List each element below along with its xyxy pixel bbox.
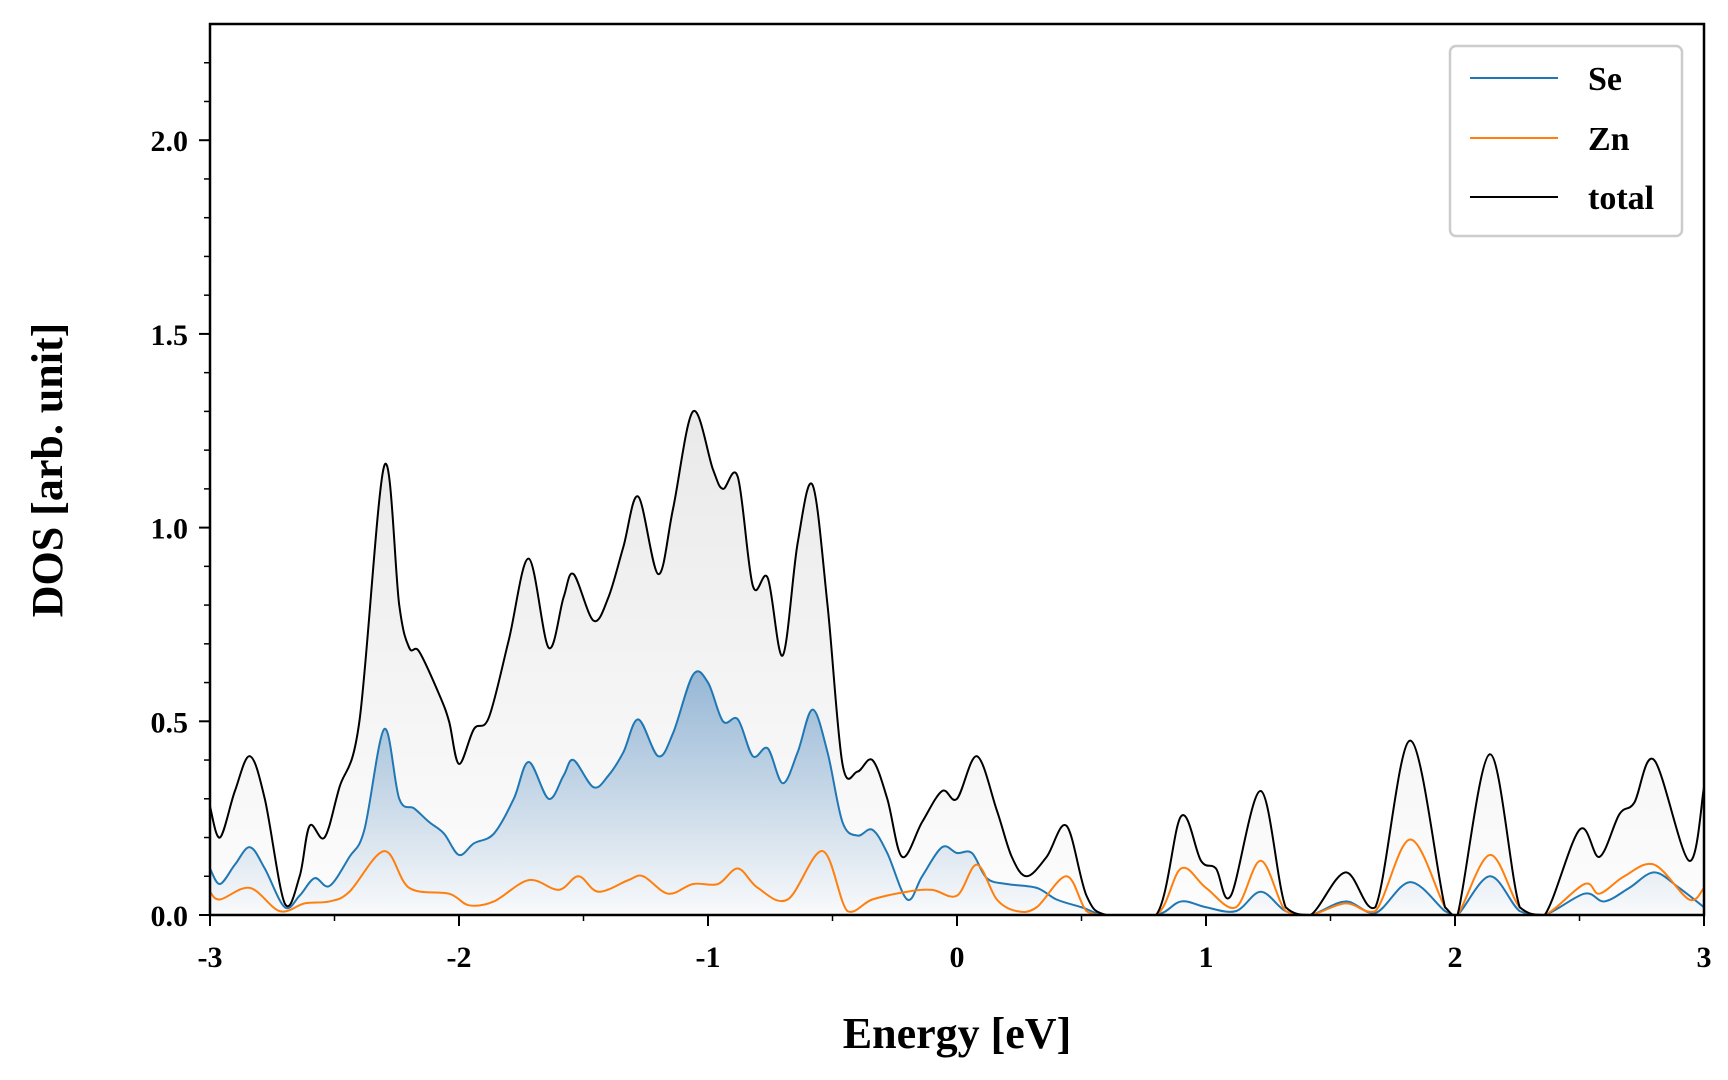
legend: Se Zn total [1448,44,1684,238]
series-line-se [210,670,1704,915]
x-tick-label: 1 [1199,941,1214,974]
x-axis-ticks: -3 -2 -1 0 1 2 3 [198,915,1712,974]
y-tick-label: 1.0 [151,513,189,546]
y-tick-label: 0.5 [151,706,189,739]
se-area-fill [210,671,1704,915]
y-axis-ticks: 0.0 0.5 1.0 1.5 2.0 [151,61,210,933]
legend-box [1448,44,1684,238]
x-tick-label: -1 [696,941,721,974]
x-axis-label: Energy [eV] [843,1009,1072,1058]
y-tick-label: 2.0 [151,125,189,158]
y-tick-label: 0.0 [151,900,189,933]
y-axis-label: DOS [arb. unit] [23,323,72,618]
x-tick-label: 3 [1697,941,1712,974]
plot-area [210,410,1704,915]
legend-label-se: Se [1588,61,1622,98]
x-tick-label: -2 [447,941,472,974]
x-tick-label: -3 [198,941,223,974]
x-tick-label: 0 [950,941,965,974]
series-line-total [210,410,1704,915]
x-tick-label: 2 [1448,941,1463,974]
legend-label-total: total [1588,180,1654,217]
y-tick-label: 1.5 [151,319,189,352]
legend-label-zn: Zn [1588,121,1630,158]
